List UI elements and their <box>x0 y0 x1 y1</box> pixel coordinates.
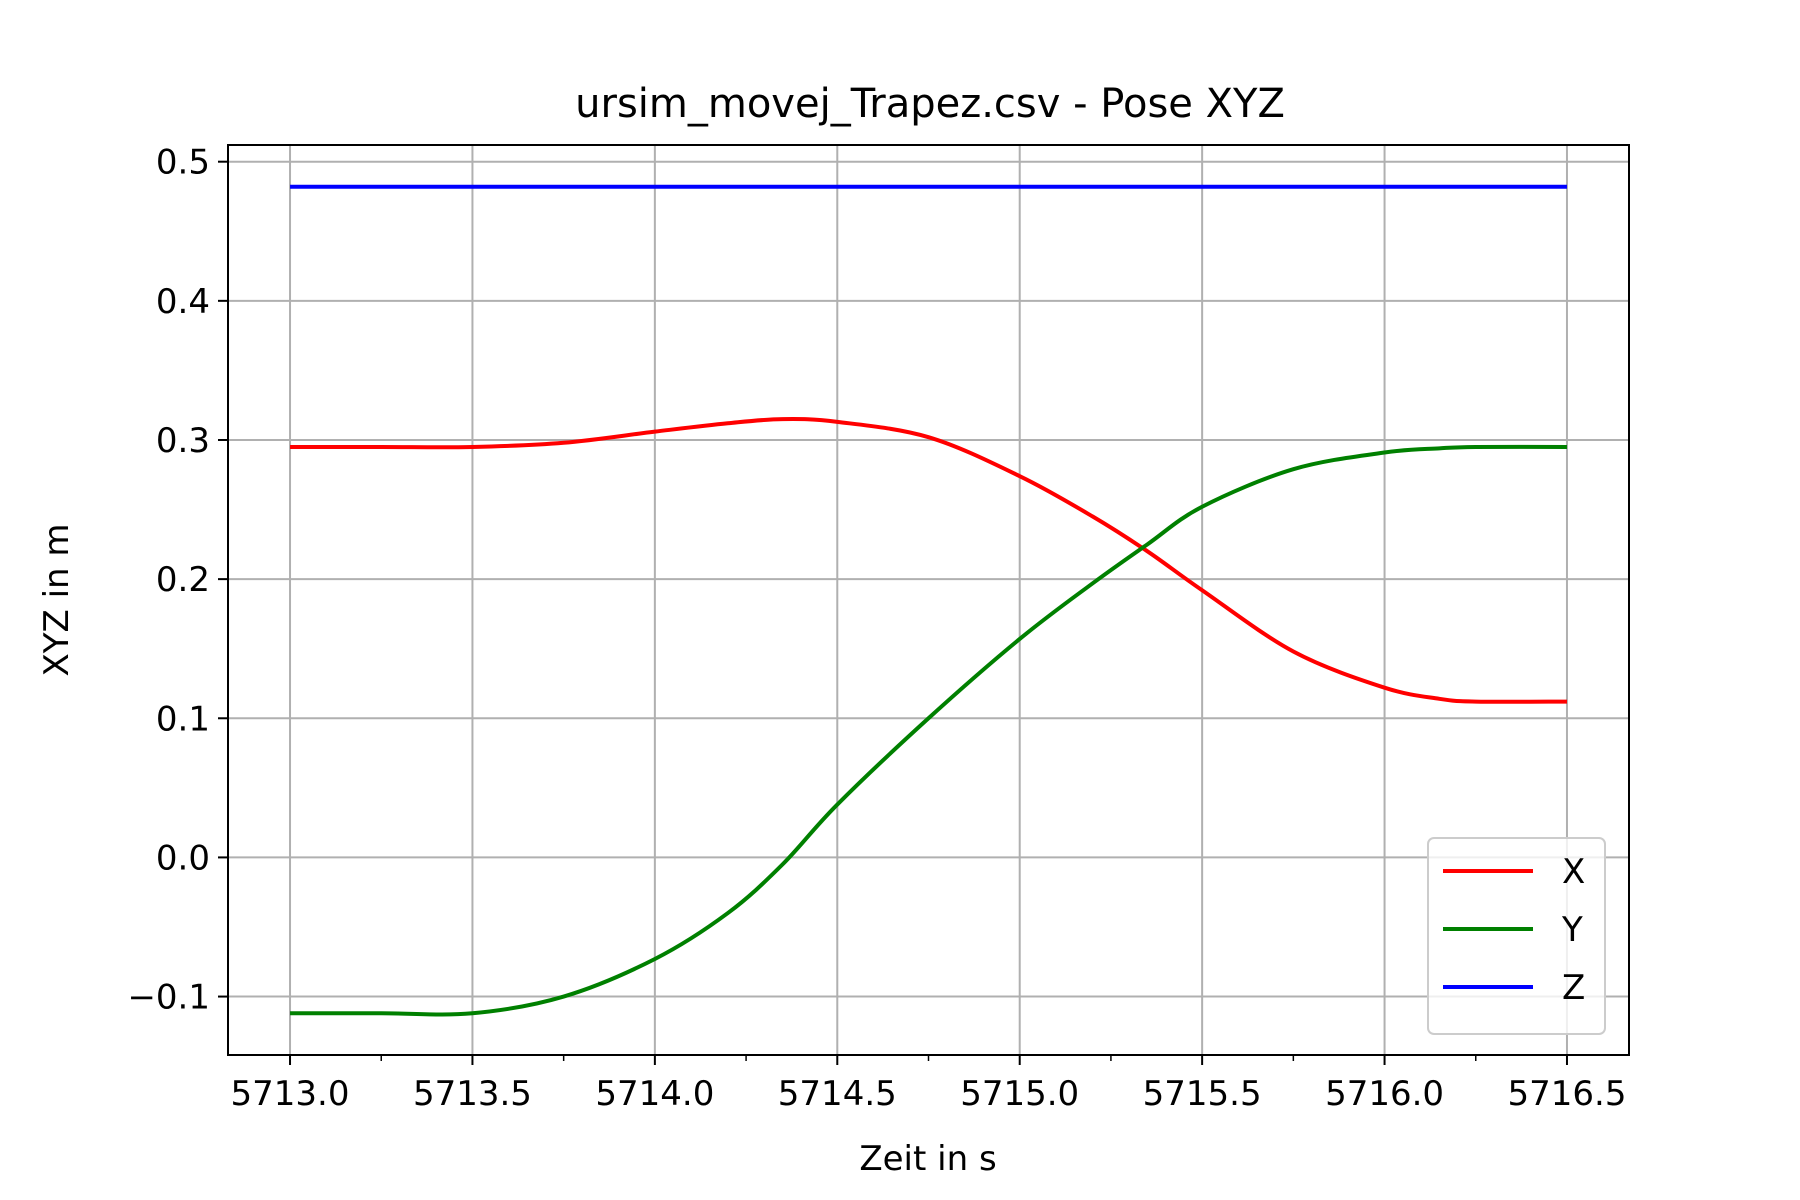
series-line-y <box>290 444 1567 1017</box>
legend-label-x: X <box>1562 852 1585 892</box>
legend-label-z: Z <box>1562 968 1585 1008</box>
x-tick-label: 5715.0 <box>960 1074 1079 1114</box>
x-axis-label: Zeit in s <box>859 1139 996 1179</box>
chart-title: ursim_movej_Trapez.csv - Pose XYZ <box>575 81 1285 127</box>
y-axis-label: XYZ in m <box>37 523 77 676</box>
x-tick-label: 5716.5 <box>1507 1074 1626 1114</box>
legend: XYZ <box>1427 837 1606 1035</box>
series-layer <box>290 184 1567 1017</box>
y-tick-label: 0.5 <box>156 143 210 183</box>
x-tick-label: 5713.0 <box>231 1074 350 1114</box>
x-tick-label: 5714.0 <box>595 1074 714 1114</box>
y-tick-label: 0.3 <box>156 421 210 461</box>
x-tick-label: 5714.5 <box>778 1074 897 1114</box>
ticks-layer: 5713.0 5713.5 5714.0 5714.5 5715.0 5715.5 5716… <box>127 143 1626 1114</box>
x-tick-label: 5715.5 <box>1143 1074 1262 1114</box>
legend-label-y: Y <box>1561 910 1583 950</box>
y-tick-label: 0.1 <box>156 699 210 739</box>
plot-area-background <box>228 145 1629 1055</box>
series-line-x <box>290 417 1567 704</box>
y-tick-label: 0.0 <box>156 838 210 878</box>
y-tick-label: 0.2 <box>156 560 210 600</box>
legend-entries: XYZ <box>1443 852 1585 1008</box>
x-tick-label: 5713.5 <box>413 1074 532 1114</box>
y-tick-label: −0.1 <box>127 978 210 1018</box>
x-tick-label: 5716.0 <box>1325 1074 1444 1114</box>
y-tick-label: 0.4 <box>156 282 210 322</box>
